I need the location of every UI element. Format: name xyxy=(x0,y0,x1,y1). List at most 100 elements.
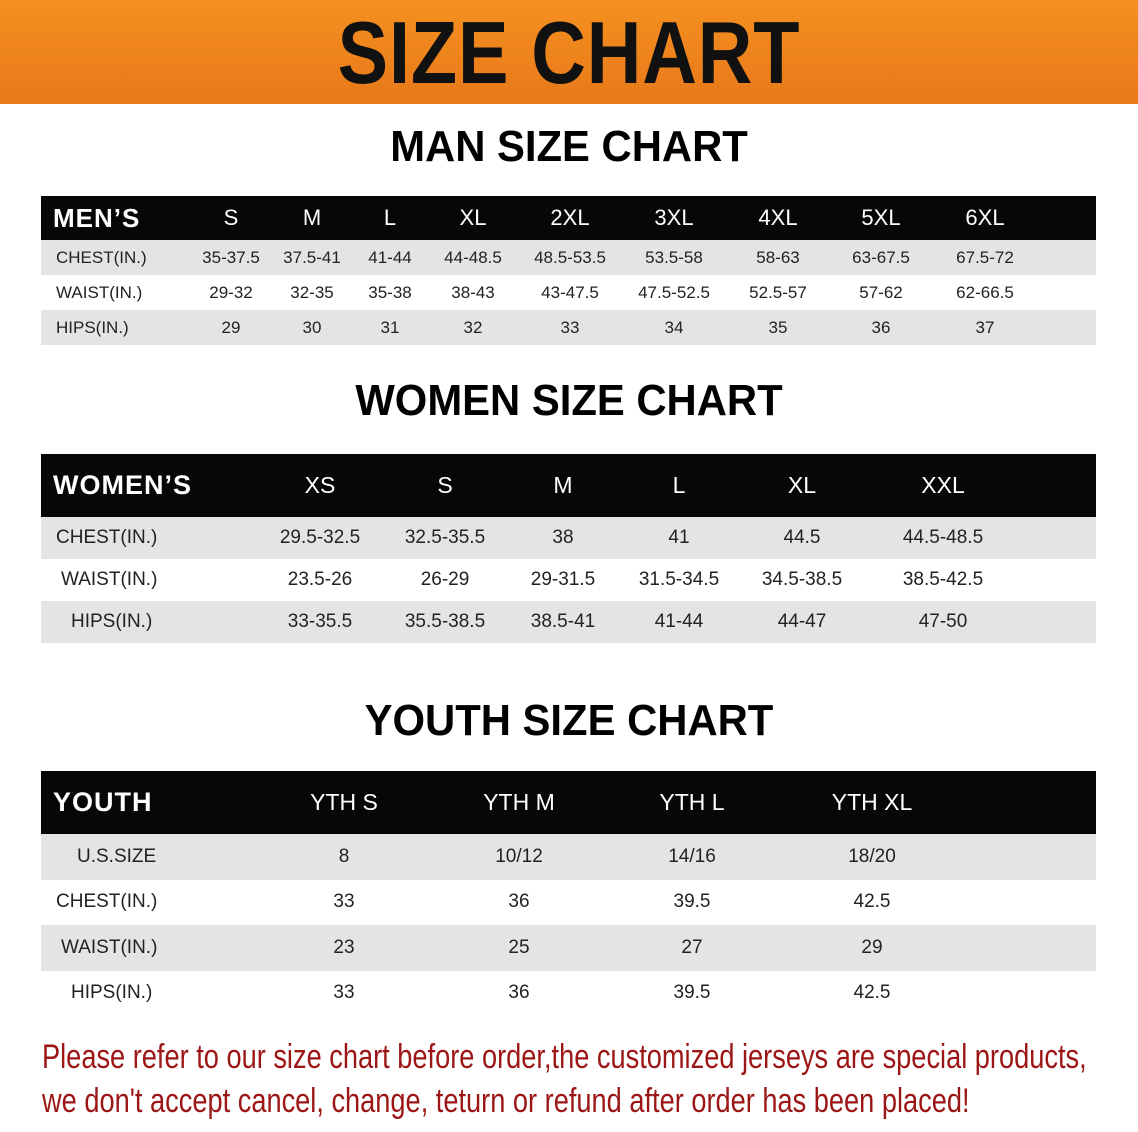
table-cell: 26-29 xyxy=(420,569,470,590)
table-cell: 27 xyxy=(681,936,703,958)
table-cell: 29 xyxy=(221,317,241,337)
page-title: SIZE CHART xyxy=(337,3,801,102)
table-cell: 33 xyxy=(333,982,355,1004)
table-row: WAIST(IN.) 23.5-26 26-29 29-31.5 31.5-34.5 34… xyxy=(41,559,1096,601)
table-cell: 38 xyxy=(552,527,574,548)
table-cell: 37.5-41 xyxy=(283,247,341,267)
row-label: CHEST(IN.) xyxy=(56,527,158,548)
row-label: HIPS(IN.) xyxy=(71,982,153,1004)
table-header-label: WOMEN’S xyxy=(53,470,192,500)
size-column-header: L xyxy=(383,205,397,230)
size-column-header: 5XL xyxy=(861,205,901,230)
women-size-table: WOMEN’S XS S M L XL XXL CHEST(IN.) 29.5-32.5 32.5… xyxy=(41,454,1096,643)
table-cell: 67.5-72 xyxy=(956,247,1014,267)
row-label: CHEST(IN.) xyxy=(56,891,158,913)
table-cell: 36 xyxy=(871,317,891,337)
men-size-table: MEN’S S M L XL 2XL 3XL 4XL 5XL 6XL CHEST(IN.) 35-37… xyxy=(41,196,1096,345)
table-cell: 23.5-26 xyxy=(287,569,353,590)
men-section-title: MAN SIZE CHART xyxy=(390,122,748,171)
table-cell: 42.5 xyxy=(853,891,891,913)
table-cell: 37 xyxy=(975,317,995,337)
banner: SIZE CHART xyxy=(0,0,1138,104)
table-cell: 62-66.5 xyxy=(956,282,1014,302)
table-cell: 33 xyxy=(333,891,355,913)
table-row: WAIST(IN.) 29-32 32-35 35-38 38-43 43-47.5 47.… xyxy=(41,275,1096,310)
row-label: WAIST(IN.) xyxy=(61,936,158,958)
table-cell: 35-37.5 xyxy=(202,247,260,267)
table-row: CHEST(IN.) 35-37.5 37.5-41 41-44 44-48.5 48.5… xyxy=(41,240,1096,275)
table-cell: 8 xyxy=(338,845,350,867)
table-cell: 47-50 xyxy=(918,611,968,632)
size-column-header: M xyxy=(553,472,573,498)
table-cell: 31.5-34.5 xyxy=(638,569,720,590)
table-cell: 33-35.5 xyxy=(287,611,353,632)
table-header-row: MEN’S S M L XL 2XL 3XL 4XL 5XL 6XL xyxy=(41,196,1096,240)
table-cell: 38-43 xyxy=(451,282,495,302)
table-cell: 39.5 xyxy=(673,891,711,913)
table-cell: 34.5-38.5 xyxy=(761,569,843,590)
size-column-header: XXL xyxy=(921,472,965,498)
table-cell: 35.5-38.5 xyxy=(404,611,486,632)
size-column-header: 3XL xyxy=(654,205,694,230)
youth-section-title: YOUTH SIZE CHART xyxy=(364,696,774,745)
women-section-title: WOMEN SIZE CHART xyxy=(355,376,783,425)
size-column-header: 4XL xyxy=(758,205,798,230)
row-label: WAIST(IN.) xyxy=(56,282,143,302)
table-row: HIPS(IN.) 29 30 31 32 33 34 35 36 37 xyxy=(41,310,1096,345)
table-cell: 44-48.5 xyxy=(444,247,502,267)
table-cell: 41-44 xyxy=(654,611,704,632)
table-cell: 36 xyxy=(508,891,530,913)
size-column-header: XS xyxy=(304,472,336,498)
size-column-header: L xyxy=(672,472,686,498)
table-cell: 23 xyxy=(333,936,355,958)
table-cell: 29.5-32.5 xyxy=(279,527,361,548)
table-cell: 44-47 xyxy=(777,611,827,632)
table-cell: 35-38 xyxy=(368,282,412,302)
size-column-header: XL xyxy=(787,472,817,498)
table-cell: 35 xyxy=(768,317,788,337)
table-cell: 33 xyxy=(560,317,580,337)
notice-line-2: we don't accept cancel, change, teturn o… xyxy=(42,1082,970,1120)
table-cell: 43-47.5 xyxy=(541,282,599,302)
row-label: CHEST(IN.) xyxy=(56,247,147,267)
table-cell: 44.5-48.5 xyxy=(902,527,984,548)
row-label: HIPS(IN.) xyxy=(71,611,153,632)
table-cell: 29-31.5 xyxy=(530,569,596,590)
table-cell: 44.5 xyxy=(783,527,821,548)
row-label: HIPS(IN.) xyxy=(56,317,129,337)
youth-size-table: YOUTH YTH S YTH M YTH L YTH XL U.S.SIZE 8 10/12… xyxy=(41,771,1096,1016)
table-cell: 32.5-35.5 xyxy=(404,527,486,548)
table-row: HIPS(IN.) 33 36 39.5 42.5 xyxy=(41,970,1096,1016)
table-row: HIPS(IN.) 33-35.5 35.5-38.5 38.5-41 41-44 44-… xyxy=(41,601,1096,643)
table-cell: 36 xyxy=(508,982,530,1004)
table-cell: 32-35 xyxy=(290,282,334,302)
row-label: WAIST(IN.) xyxy=(61,569,158,590)
table-cell: 29 xyxy=(861,936,883,958)
table-header-label: MEN’S xyxy=(53,202,141,233)
table-row: CHEST(IN.) 29.5-32.5 32.5-35.5 38 41 44.5 44.5… xyxy=(41,517,1096,559)
row-label: U.S.SIZE xyxy=(77,845,157,867)
notice-line-1: Please refer to our size chart before or… xyxy=(42,1038,1087,1076)
table-cell: 48.5-53.5 xyxy=(534,247,606,267)
table-cell: 47.5-52.5 xyxy=(638,282,710,302)
size-column-header: 6XL xyxy=(965,205,1005,230)
table-cell: 10/12 xyxy=(495,845,543,867)
size-column-header: S xyxy=(437,472,453,498)
table-cell: 32 xyxy=(463,317,483,337)
table-header-row: WOMEN’S XS S M L XL XXL xyxy=(41,454,1096,517)
table-cell: 52.5-57 xyxy=(749,282,807,302)
size-column-header: YTH L xyxy=(659,789,725,815)
table-cell: 58-63 xyxy=(756,247,800,267)
table-row: U.S.SIZE 8 10/12 14/16 18/20 xyxy=(41,834,1096,880)
table-header-row: YOUTH YTH S YTH M YTH L YTH XL xyxy=(41,771,1096,834)
table-cell: 42.5 xyxy=(853,982,891,1004)
table-cell: 41-44 xyxy=(368,247,412,267)
table-cell: 38.5-42.5 xyxy=(902,569,984,590)
table-row: WAIST(IN.) 23 25 27 29 xyxy=(41,925,1096,971)
size-column-header: XL xyxy=(459,205,487,230)
table-header-label: YOUTH xyxy=(53,787,153,817)
table-cell: 63-67.5 xyxy=(852,247,910,267)
table-cell: 41 xyxy=(668,527,690,548)
table-cell: 30 xyxy=(302,317,322,337)
table-cell: 57-62 xyxy=(859,282,903,302)
